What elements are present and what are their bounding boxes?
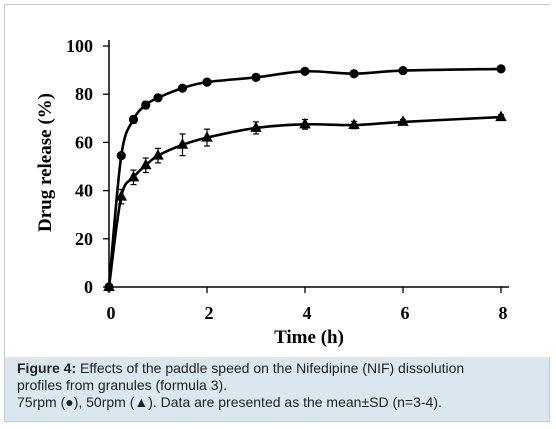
caption-text-1: Effects of the paddle speed on the Nifed… bbox=[80, 360, 465, 376]
data-point bbox=[140, 158, 152, 170]
data-point bbox=[152, 149, 164, 160]
figure-panel: 0 2 4 6 8 0 20 40 60 80 100 Time (h) Drug release… bbox=[4, 4, 551, 422]
data-point bbox=[202, 77, 212, 87]
figure-caption: Figure 4: Effects of the paddle speed on… bbox=[17, 360, 545, 411]
series-triangle bbox=[103, 110, 507, 291]
y-tick-label: 100 bbox=[66, 36, 93, 56]
y-tick-label: 0 bbox=[84, 277, 93, 297]
data-point bbox=[349, 69, 359, 79]
data-point bbox=[115, 190, 127, 201]
x-ticks: 0 2 4 6 8 bbox=[107, 287, 508, 323]
data-point bbox=[250, 121, 262, 132]
series-line bbox=[107, 115, 502, 288]
y-tick-label: 40 bbox=[75, 181, 93, 201]
axes: 0 2 4 6 8 0 20 40 60 80 100 bbox=[66, 36, 509, 323]
data-point bbox=[201, 131, 213, 142]
series-circle bbox=[104, 64, 506, 292]
caption-line-1: Figure 4: Effects of the paddle speed on… bbox=[17, 360, 545, 377]
plot-area: 0 2 4 6 8 0 20 40 60 80 100 Time (h) Drug release… bbox=[5, 5, 551, 357]
series-line bbox=[107, 67, 502, 288]
series-layer bbox=[103, 64, 507, 292]
x-tick-label: 0 bbox=[107, 303, 116, 323]
data-point bbox=[495, 110, 507, 122]
y-tick-label: 80 bbox=[75, 84, 93, 104]
drug-release-chart: 0 2 4 6 8 0 20 40 60 80 100 Time (h) Drug release… bbox=[35, 36, 509, 348]
data-point bbox=[299, 117, 311, 129]
data-point bbox=[496, 64, 506, 74]
data-point bbox=[300, 66, 310, 76]
data-point bbox=[153, 93, 163, 103]
y-tick-label: 60 bbox=[75, 132, 93, 152]
data-point bbox=[141, 100, 151, 110]
y-tick-label: 20 bbox=[75, 229, 93, 249]
data-point bbox=[177, 83, 188, 93]
data-point bbox=[127, 170, 140, 182]
y-ticks: 0 20 40 60 80 100 bbox=[66, 36, 109, 297]
y-axis-title: Drug release (%) bbox=[35, 93, 56, 232]
data-point bbox=[176, 138, 189, 149]
x-tick-label: 8 bbox=[499, 303, 508, 323]
data-point bbox=[116, 151, 126, 161]
data-point bbox=[398, 65, 408, 76]
x-axis-title: Time (h) bbox=[274, 327, 344, 348]
caption-line-3: 75rpm (●), 50rpm (▲). Data are presented… bbox=[17, 394, 442, 410]
data-point bbox=[251, 72, 261, 82]
data-point bbox=[348, 118, 360, 130]
caption-line-2: profiles from granules (formula 3). bbox=[17, 377, 228, 393]
x-tick-label: 2 bbox=[205, 303, 214, 323]
data-point bbox=[397, 115, 409, 126]
caption-label: Figure 4: bbox=[17, 360, 77, 376]
data-point bbox=[103, 280, 115, 291]
data-point bbox=[128, 114, 139, 125]
x-tick-label: 4 bbox=[303, 303, 312, 323]
x-tick-label: 6 bbox=[401, 303, 410, 323]
